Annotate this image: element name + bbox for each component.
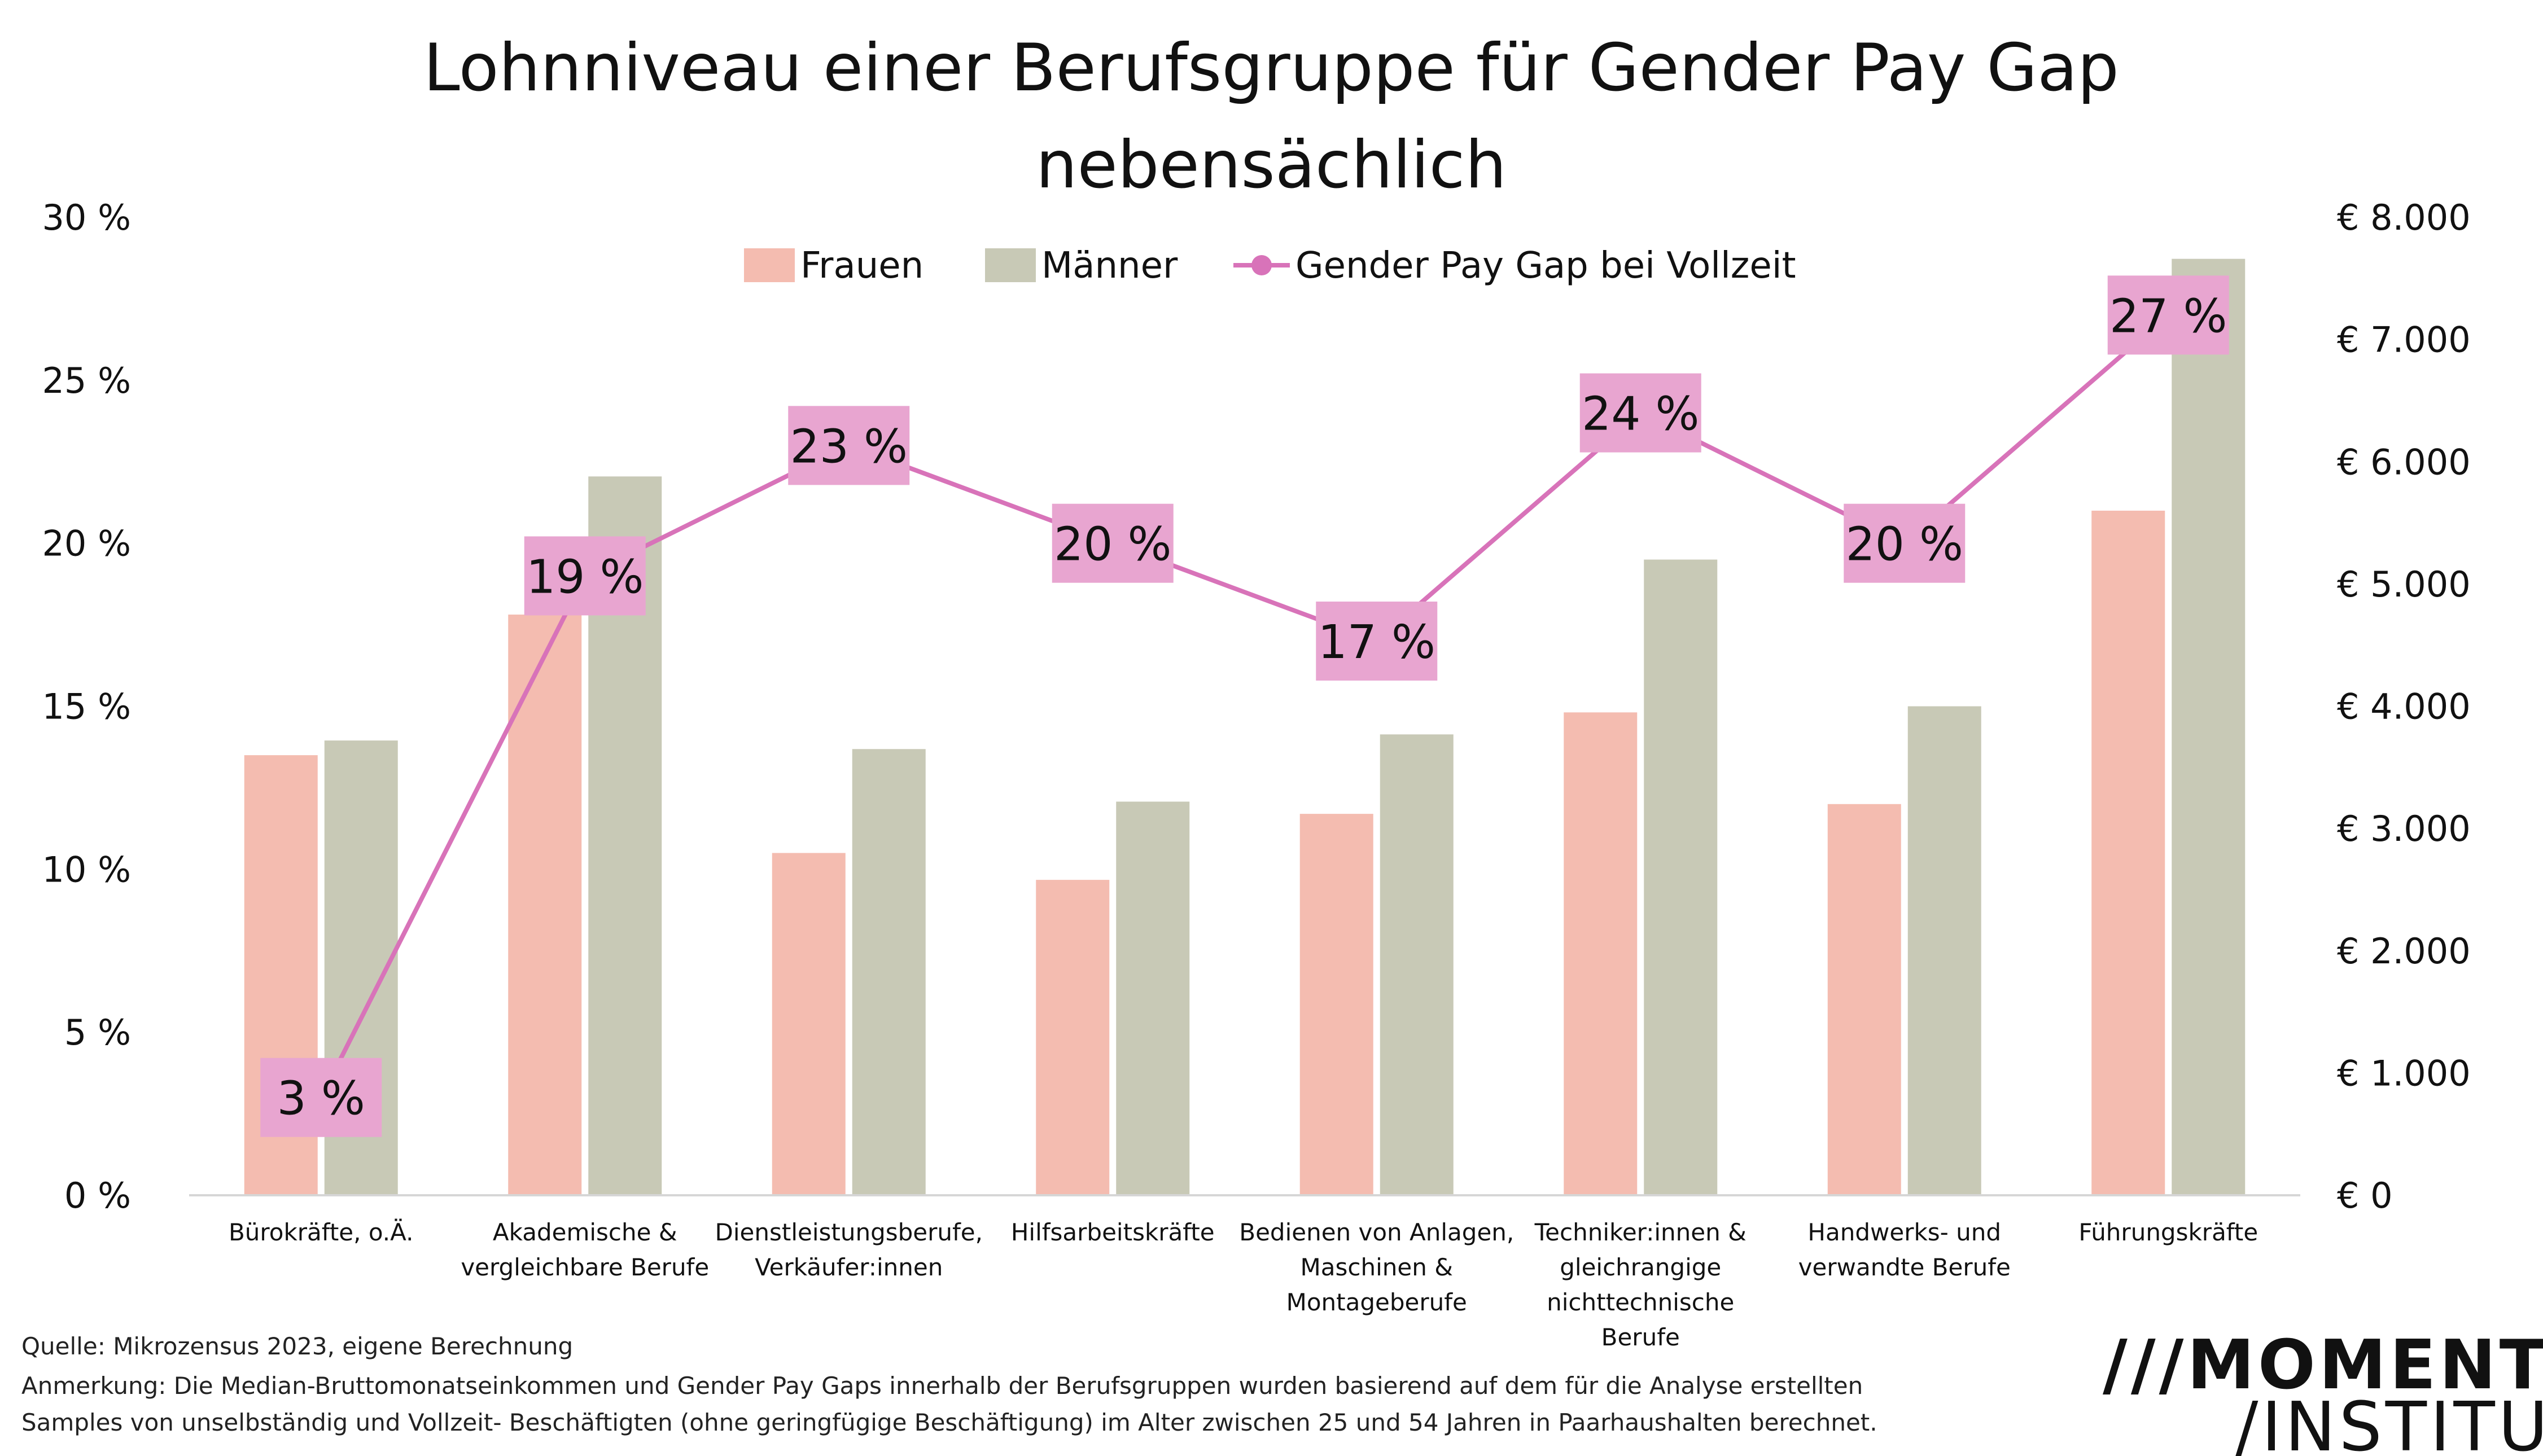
bar-frauen — [1299, 814, 1373, 1195]
bar-frauen — [1036, 880, 1110, 1195]
bar-mnner — [1116, 801, 1190, 1195]
gap-data-label: 27 % — [2109, 290, 2227, 343]
bar-frauen — [2091, 510, 2165, 1195]
bar-mnner — [1380, 734, 1454, 1195]
category-label: Handwerks- und verwandte Berufe — [1798, 1218, 2011, 1281]
bar-mnner — [852, 749, 926, 1195]
gap-label-box — [524, 536, 646, 616]
gap-data-label: 23 % — [790, 420, 908, 473]
category-label: Bedienen von Anlagen, Maschinen & Montageb… — [1239, 1218, 1514, 1316]
right-tick-label: € 7.000 — [2337, 319, 2471, 361]
legend-label-maenner: Männer — [1041, 245, 1178, 287]
category-label: Hilfsarbeitskräfte — [1011, 1218, 1215, 1246]
right-axis: € 0 € 1.000 € 2.000 € 3.000 € 4.000 € 5.000 € … — [2337, 197, 2471, 1216]
gap-data-label: 19 % — [526, 550, 644, 604]
left-tick-label: 25 % — [42, 360, 131, 401]
legend-swatch-maenner — [985, 248, 1036, 282]
right-tick-label: € 5.000 — [2337, 564, 2471, 605]
category-labels: Bürokräfte, o.Ä. Akademische & vergleichba… — [229, 1218, 2258, 1351]
category-label: Dienstleistungsberufe, Verkäufer:innen — [715, 1218, 983, 1281]
left-tick-label: 5 % — [64, 1012, 131, 1053]
gap-data-label: 24 % — [1582, 388, 1699, 441]
legend: Frauen Männer Gender Pay Gap bei Vollzeit — [744, 245, 1796, 287]
bar-frauen — [1564, 712, 1638, 1195]
bars — [244, 258, 2246, 1196]
left-tick-label: 30 % — [42, 197, 131, 238]
momentum-institut-logo: ///MOMENTUM /INSTITUT — [2103, 1326, 2543, 1456]
gender-pay-gap-line: 3 % 19 % 23 % 20 % 17 % 24 % 20 % 27 % — [260, 275, 2229, 1137]
bar-frauen — [508, 615, 582, 1195]
gap-data-label: 20 % — [1846, 518, 1963, 572]
logo-line2: /INSTITUT — [2235, 1388, 2543, 1456]
gap-label-box — [260, 1058, 382, 1137]
left-tick-label: 10 % — [42, 849, 131, 890]
gap-label-box — [1316, 601, 1438, 681]
gap-data-label: 3 % — [277, 1072, 365, 1126]
category-label: Techniker:innen & gleichrangige nichttechn… — [1534, 1218, 1747, 1351]
right-tick-label: € 3.000 — [2337, 808, 2471, 849]
bar-mnner — [1907, 706, 1981, 1195]
bar-mnner — [1644, 559, 1718, 1195]
bar-frauen — [1827, 804, 1901, 1195]
gap-label-box — [1844, 503, 1966, 583]
legend-label-gap: Gender Pay Gap bei Vollzeit — [1295, 245, 1796, 287]
footnotes: Quelle: Mikrozensus 2023, eigene Berechn… — [21, 1332, 1877, 1436]
bar-mnner — [2172, 258, 2246, 1196]
right-tick-label: € 1.000 — [2337, 1052, 2471, 1094]
right-tick-label: € 4.000 — [2337, 686, 2471, 727]
category-label: Führungskräfte — [2078, 1218, 2258, 1246]
source-note: Quelle: Mikrozensus 2023, eigene Berechn… — [21, 1332, 573, 1360]
right-tick-label: € 0 — [2337, 1175, 2393, 1216]
legend-label-frauen: Frauen — [800, 245, 923, 287]
gap-data-label: 20 % — [1054, 518, 1171, 572]
logo-line1: ///MOMENTUM — [2103, 1326, 2543, 1405]
legend-swatch-frauen — [744, 248, 795, 282]
title-line-2: nebensächlich — [1036, 127, 1507, 203]
legend-swatch-gap-marker — [1251, 255, 1272, 275]
gap-label-box — [2107, 275, 2229, 355]
methodology-note-line2: Samples von unselbständig und Vollzeit- … — [21, 1409, 1877, 1436]
gap-label-box — [788, 406, 910, 485]
category-label: Akademische & vergleichbare Berufe — [461, 1218, 709, 1281]
title-line-1: Lohnniveau einer Berufsgruppe für Gender… — [423, 30, 2119, 106]
left-tick-label: 0 % — [64, 1175, 131, 1216]
chart-title: Lohnniveau einer Berufsgruppe für Gender… — [423, 30, 2119, 203]
bar-frauen — [772, 853, 846, 1195]
category-label: Bürokräfte, o.Ä. — [229, 1218, 414, 1246]
right-tick-label: € 2.000 — [2337, 931, 2471, 972]
left-axis: 0 % 5 % 10 % 15 % 20 % 25 % 30 % — [42, 197, 131, 1216]
left-tick-label: 20 % — [42, 523, 131, 564]
right-tick-label: € 6.000 — [2337, 441, 2471, 483]
left-tick-label: 15 % — [42, 686, 131, 727]
right-tick-label: € 8.000 — [2337, 197, 2471, 238]
gap-label-box — [1052, 503, 1174, 583]
methodology-note-line1: Anmerkung: Die Median-Bruttomonatseinkom… — [21, 1372, 1863, 1400]
gap-label-box — [1579, 373, 1701, 453]
gap-data-label: 17 % — [1318, 616, 1435, 669]
